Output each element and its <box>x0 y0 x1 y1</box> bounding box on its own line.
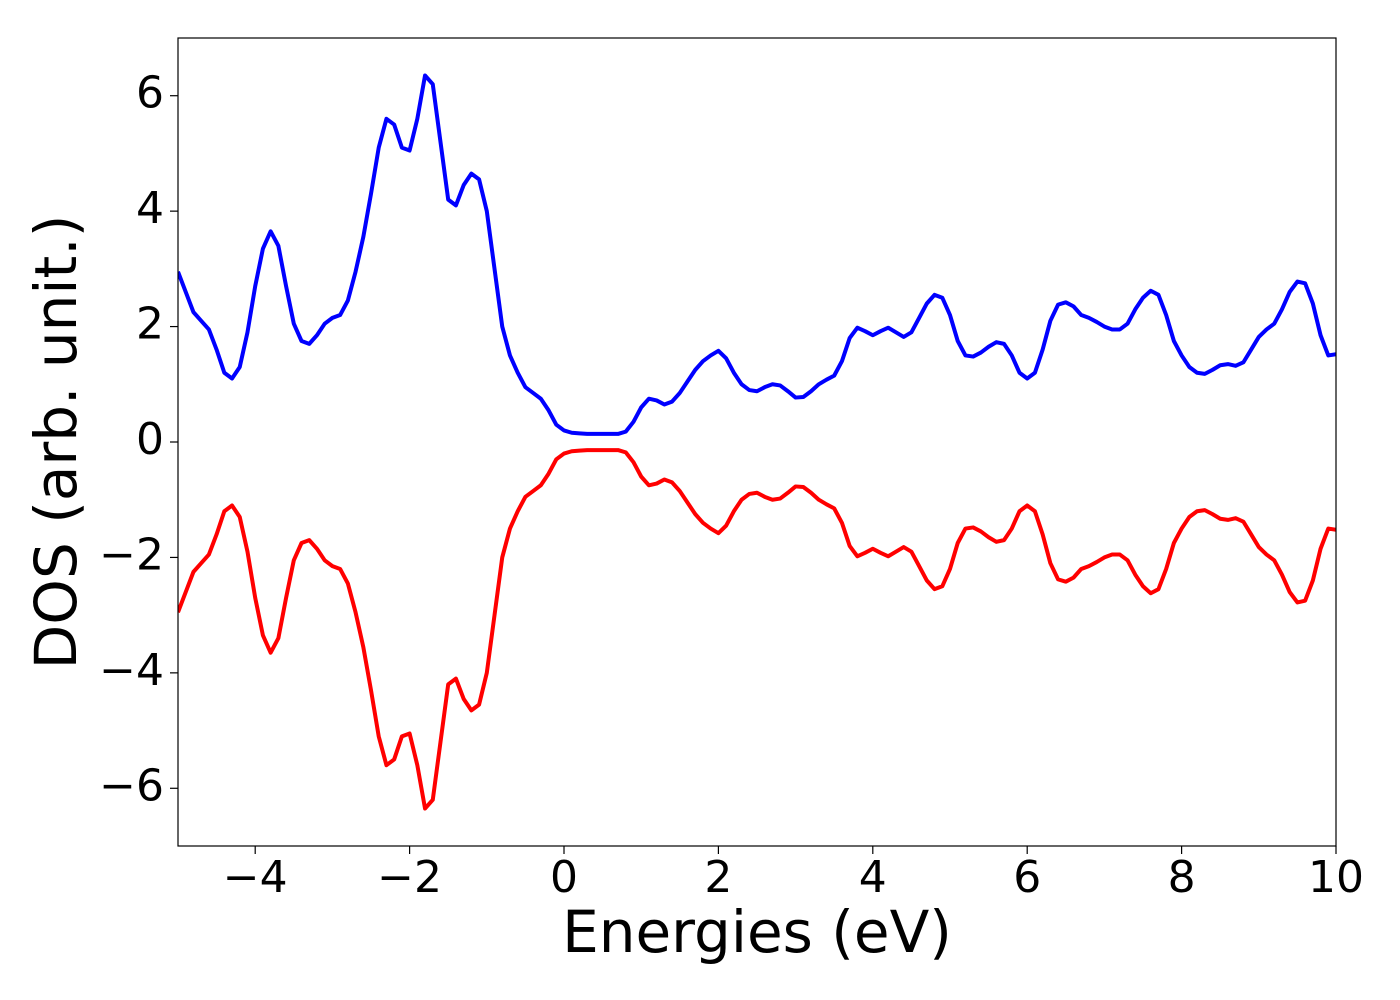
y-tick-label: −4 <box>99 645 164 696</box>
y-axis-label: DOS (arb. unit.) <box>22 215 90 670</box>
y-tick-label: 4 <box>136 183 164 234</box>
x-tick-label: 10 <box>1308 852 1364 903</box>
x-tick-label: 0 <box>550 852 578 903</box>
x-tick-label: 4 <box>859 852 887 903</box>
x-tick-label: 8 <box>1168 852 1196 903</box>
y-tick-label: −6 <box>99 760 164 811</box>
x-tick-label: 6 <box>1013 852 1041 903</box>
dos-line <box>178 448 1336 811</box>
y-tick-label: 2 <box>136 299 164 350</box>
y-tick-label: −2 <box>99 529 164 580</box>
x-axis-label: Energies (eV) <box>562 898 952 966</box>
x-tick-label: 2 <box>704 852 732 903</box>
y-tick-label: 0 <box>136 414 164 465</box>
plot-frame <box>177 37 1337 847</box>
x-tick-label: −2 <box>377 852 442 903</box>
x-tick-label: −4 <box>223 852 288 903</box>
y-tick-label: 6 <box>136 68 164 119</box>
dos-line <box>178 73 1336 436</box>
